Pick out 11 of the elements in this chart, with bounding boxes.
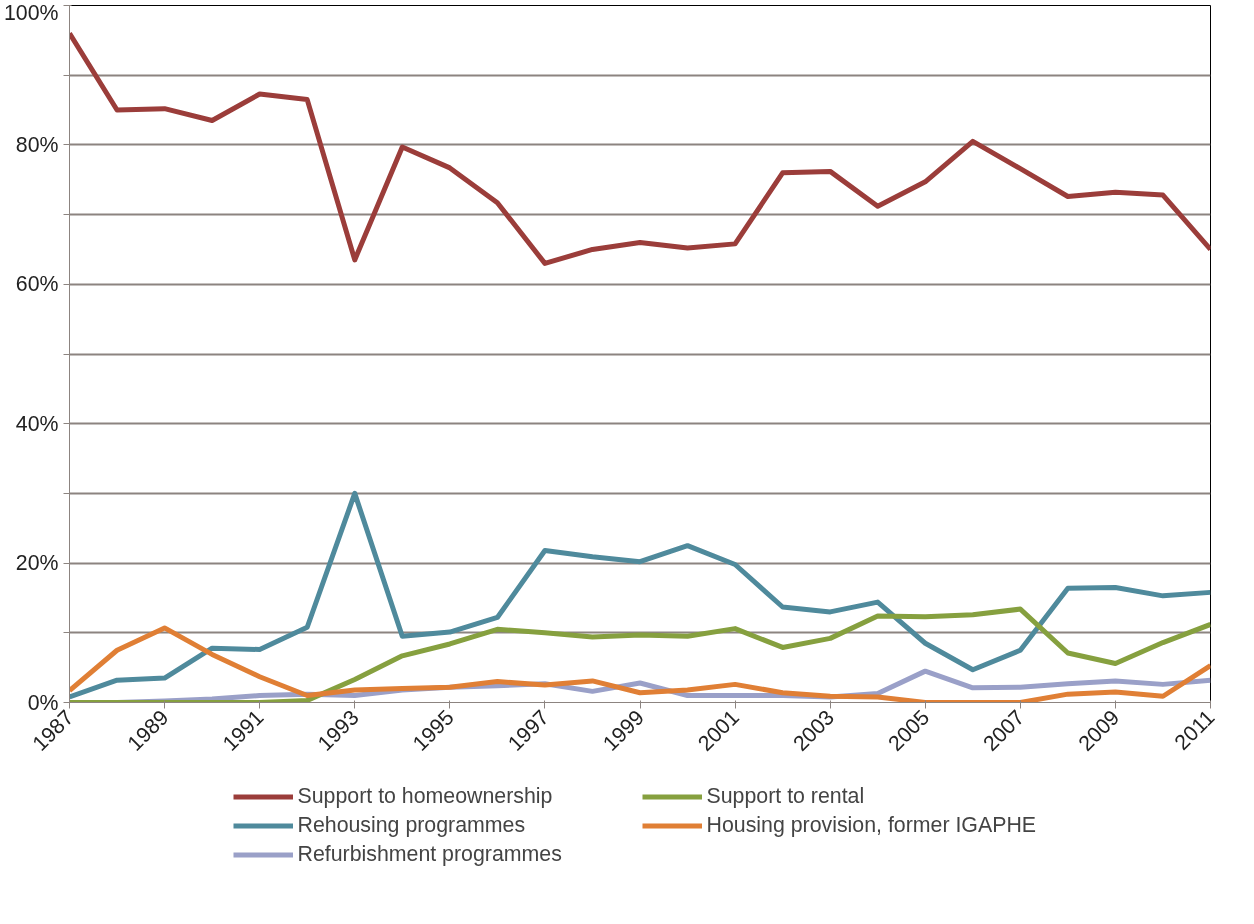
y-tick-label: 20% [15, 551, 59, 576]
legend-label: Refurbishment programmes [297, 841, 563, 867]
y-tick-label: 60% [15, 272, 59, 297]
legend-label: Housing provision, former IGAPHE [706, 812, 1038, 838]
y-tick-label: 0% [27, 690, 59, 715]
y-tick-label: 100% [3, 0, 59, 25]
legend-label: Support to homeownership [297, 783, 554, 809]
y-tick-label: 40% [15, 411, 59, 436]
legend-label: Support to rental [706, 783, 866, 809]
legend-label: Rehousing programmes [297, 812, 527, 838]
y-tick-label: 80% [15, 132, 59, 157]
